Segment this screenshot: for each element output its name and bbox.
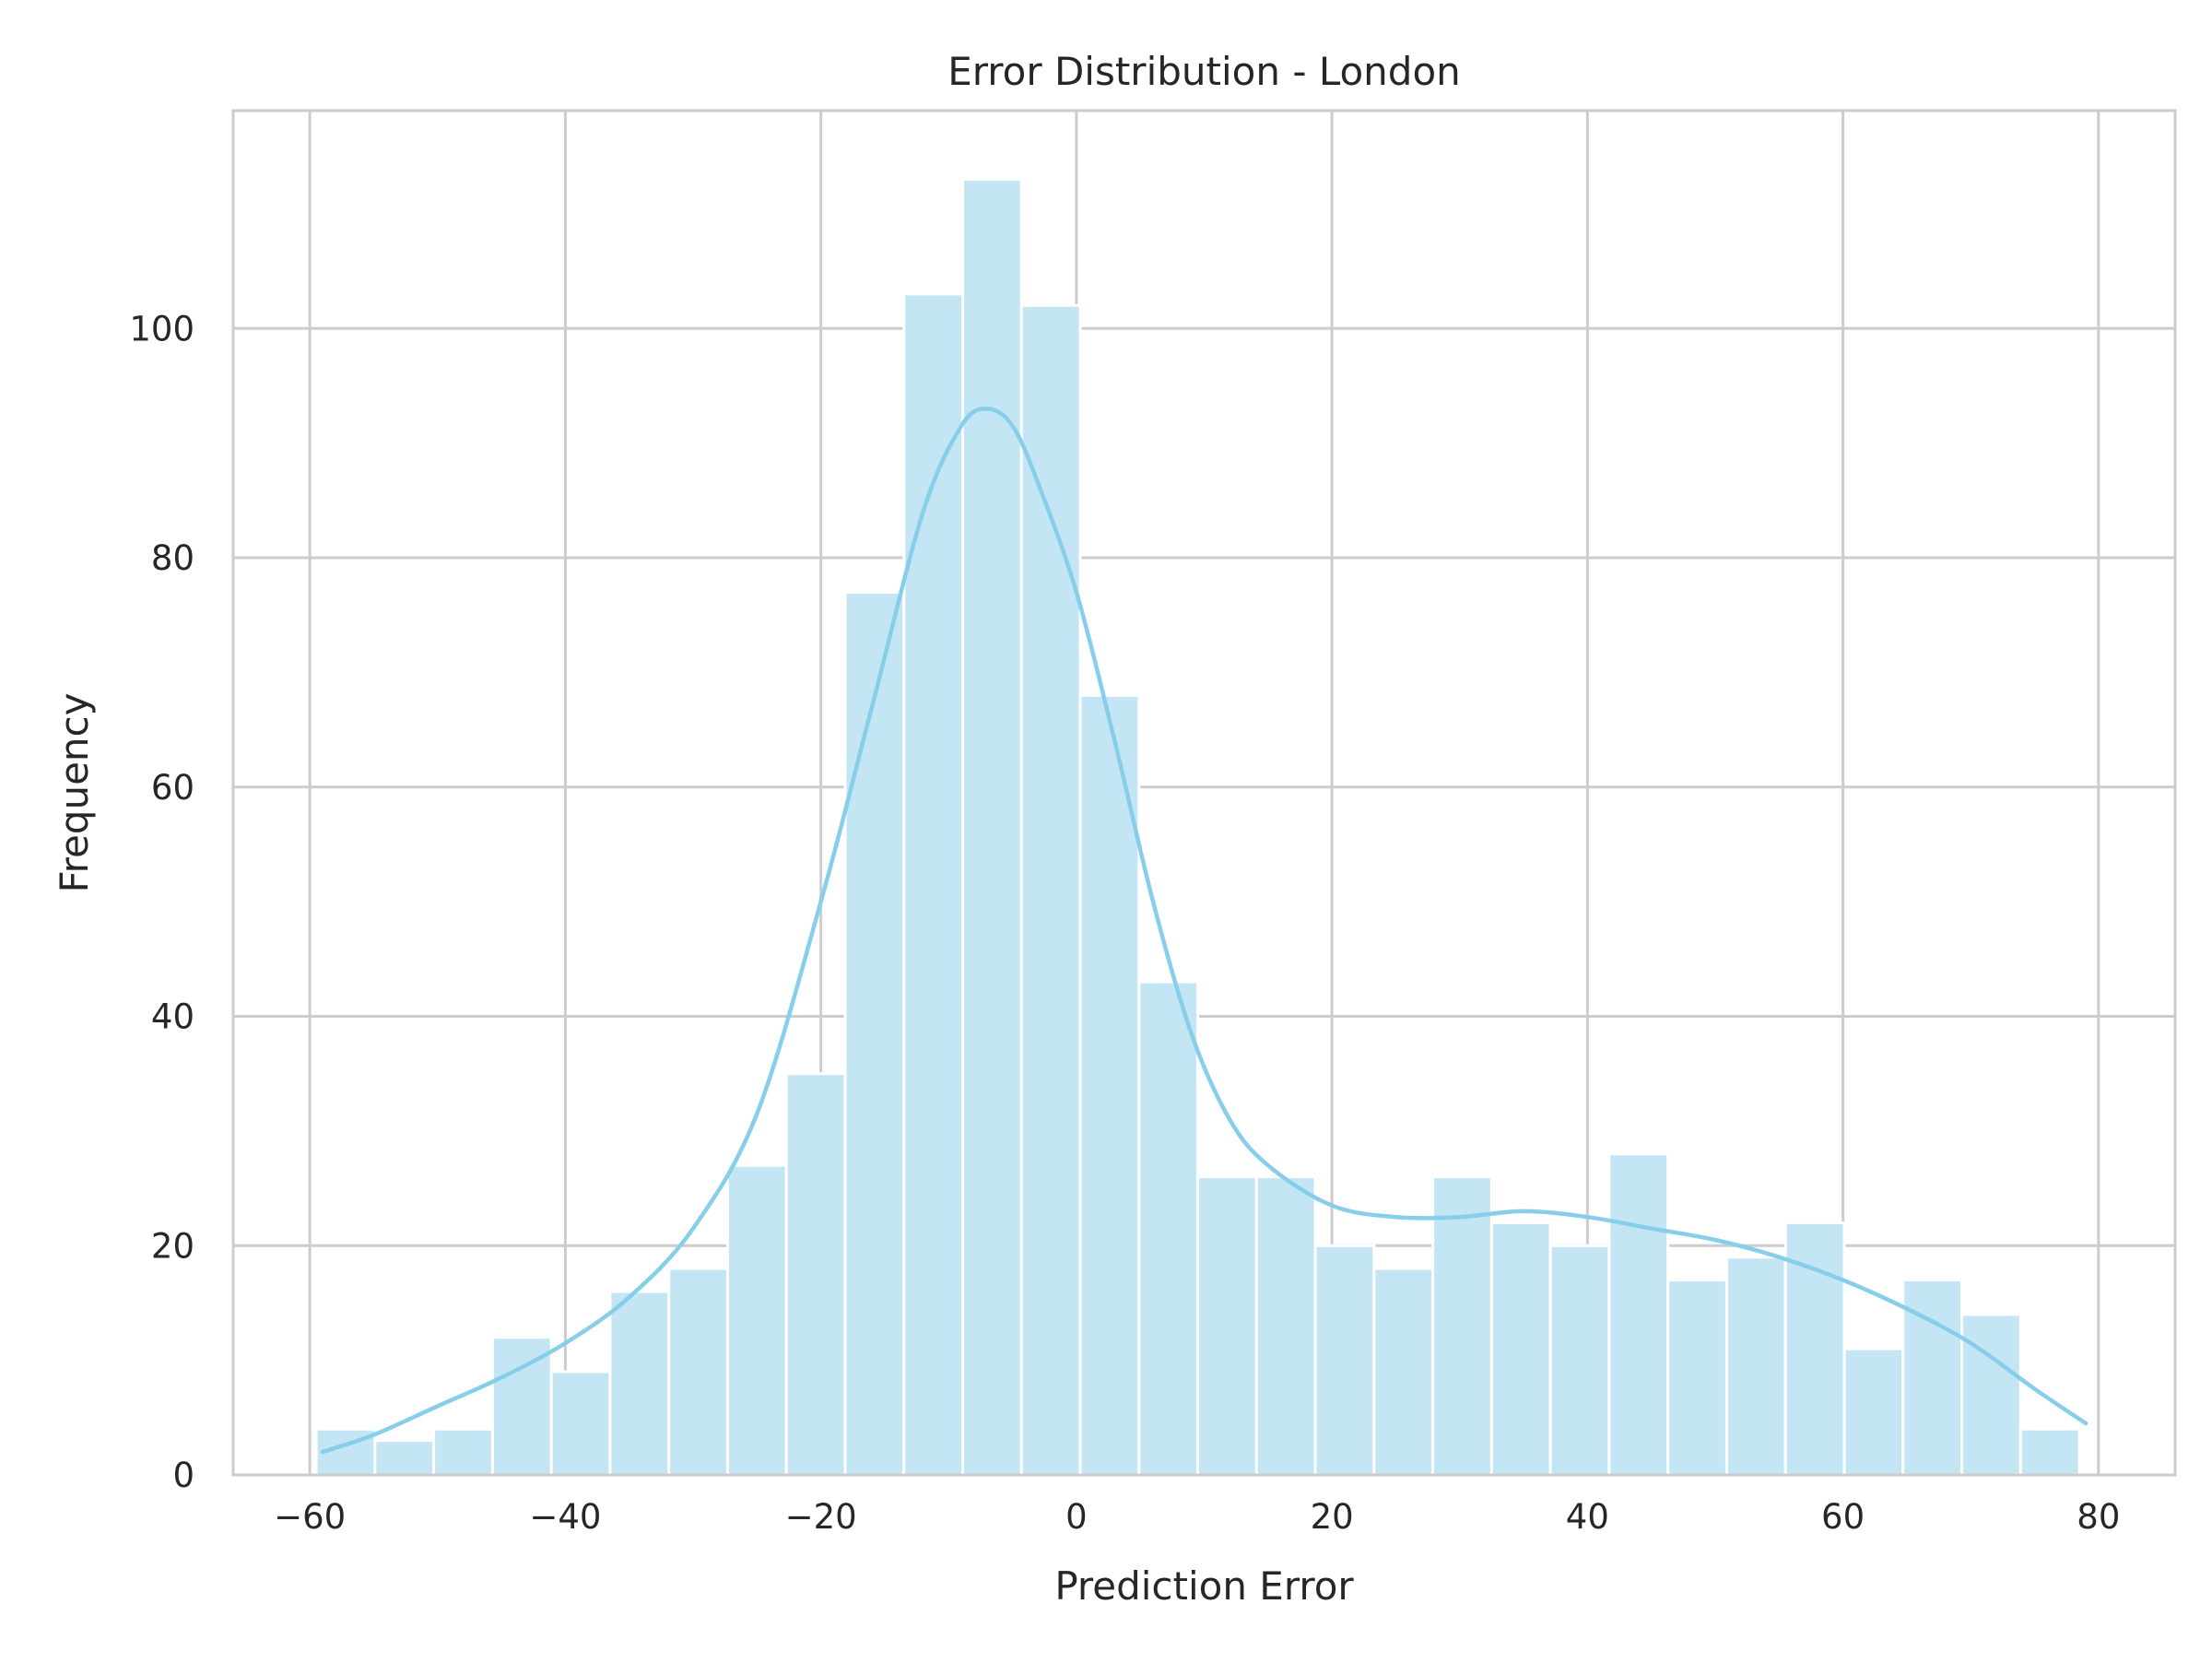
histogram-bar-7 (725, 1163, 788, 1477)
x-tick-label: −60 (274, 1497, 346, 1537)
histogram-bar-15 (1196, 1175, 1258, 1477)
x-axis-label: Prediction Error (1054, 1563, 1354, 1609)
x-tick-label: 20 (1311, 1497, 1354, 1537)
y-tick-labels: 0 20 40 60 80 100 (129, 309, 194, 1495)
x-tick-label: 40 (1566, 1497, 1609, 1537)
histogram-bar-16 (1254, 1175, 1317, 1477)
y-tick-label: 80 (151, 538, 194, 578)
y-tick-label: 0 (172, 1456, 194, 1495)
histogram-bar-22 (1607, 1152, 1670, 1477)
histogram-bar-17 (1313, 1244, 1376, 1477)
histogram-bar-24 (1724, 1256, 1787, 1477)
x-tick-label: −40 (529, 1497, 601, 1537)
histogram-bar-1 (373, 1439, 436, 1477)
histogram-bar-23 (1666, 1279, 1728, 1477)
kde-curve (320, 407, 2088, 1455)
y-tick-label: 40 (151, 997, 194, 1037)
kde-curve-layer (320, 407, 2088, 1455)
y-tick-label: 60 (151, 768, 194, 808)
histogram-bar-5 (608, 1290, 671, 1477)
histogram-bar-18 (1372, 1267, 1435, 1477)
x-tick-label: 80 (2077, 1497, 2120, 1537)
histogram-bars (314, 178, 2081, 1477)
histogram-bar-8 (784, 1072, 847, 1477)
histogram-bar-9 (843, 590, 906, 1477)
y-tick-label: 20 (151, 1226, 194, 1266)
histogram-bar-12 (1019, 303, 1082, 1477)
x-tick-labels: −60 −40 −20 0 20 40 60 80 (274, 1497, 2120, 1537)
histogram-bar-10 (902, 292, 965, 1477)
chart-title: Error Distribution - London (947, 49, 1461, 94)
x-tick-label: −20 (785, 1497, 857, 1537)
histogram-bar-14 (1137, 980, 1200, 1477)
histogram-bar-26 (1842, 1347, 1905, 1477)
histogram-bar-4 (549, 1370, 612, 1477)
histogram-bar-21 (1548, 1244, 1611, 1477)
histogram-bar-29 (2018, 1427, 2081, 1477)
x-tick-label: 0 (1065, 1497, 1088, 1537)
histogram-bar-19 (1431, 1175, 1493, 1477)
y-axis-label: Frequency (52, 693, 97, 893)
histogram-bar-6 (667, 1267, 729, 1477)
plot-frame (231, 109, 2177, 1477)
histogram-bar-11 (961, 178, 1023, 1477)
y-tick-label: 100 (129, 309, 194, 348)
histogram-bar-20 (1489, 1221, 1552, 1477)
histogram-bar-2 (432, 1427, 494, 1477)
x-tick-label: 60 (1821, 1497, 1865, 1537)
histogram-bar-28 (1960, 1313, 2022, 1477)
